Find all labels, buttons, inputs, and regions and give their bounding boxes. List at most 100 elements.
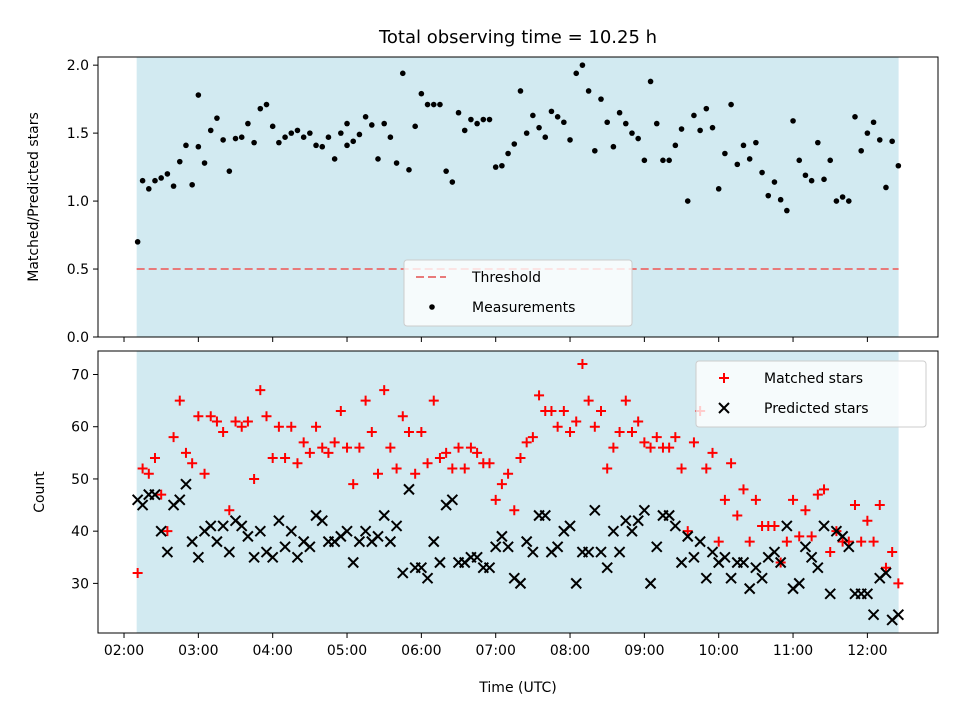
measurement-point bbox=[344, 120, 350, 127]
predicted-star-point bbox=[737, 556, 750, 569]
matched-star-point bbox=[465, 442, 476, 453]
legend-label: Threshold bbox=[471, 270, 541, 286]
predicted-star-point bbox=[812, 562, 824, 574]
measurement-point bbox=[815, 139, 821, 146]
measurement-point bbox=[827, 157, 834, 164]
matched-star-point bbox=[193, 411, 204, 422]
predicted-star-point bbox=[236, 520, 248, 532]
predicted-star-point bbox=[644, 577, 657, 590]
predicted-star-point bbox=[421, 572, 434, 584]
matched-star-point bbox=[360, 395, 371, 406]
measurement-point bbox=[833, 198, 840, 204]
measurement-point bbox=[307, 130, 313, 136]
matched-star-point bbox=[156, 489, 167, 500]
matched-star-point bbox=[348, 479, 359, 490]
predicted-star-point bbox=[774, 556, 787, 569]
measurement-point bbox=[561, 119, 567, 126]
predicted-star-point bbox=[378, 509, 390, 522]
matched-star-point bbox=[577, 359, 588, 370]
matched-star-point bbox=[732, 510, 743, 521]
matched-star-point bbox=[589, 421, 600, 432]
matched-star-point bbox=[639, 437, 650, 448]
predicted-star-point bbox=[564, 520, 576, 532]
predicted-star-point bbox=[675, 556, 688, 569]
measurement-point bbox=[647, 78, 654, 85]
matched-star-point bbox=[707, 447, 718, 458]
measurement-point bbox=[220, 137, 226, 143]
predicted-star-point bbox=[266, 551, 279, 563]
y-tick-label: 50 bbox=[71, 472, 89, 488]
legend-box bbox=[695, 360, 927, 428]
predicted-star-point bbox=[892, 609, 905, 621]
predicted-star-point bbox=[805, 551, 818, 563]
matched-star-point bbox=[626, 426, 637, 437]
matched-star-point bbox=[893, 578, 904, 589]
matched-star-point bbox=[527, 432, 538, 443]
predicted-star-point bbox=[669, 520, 682, 532]
predicted-star-point bbox=[489, 541, 502, 553]
measurement-point bbox=[641, 157, 648, 164]
measurement-point bbox=[616, 109, 623, 116]
matched-star-point bbox=[410, 468, 421, 479]
x-tick-label: 12:00 bbox=[847, 643, 887, 659]
count-panel: 30 40 50 60 70 02:00 03:00 04:00 05:00 06:00 07:00… bbox=[32, 350, 939, 659]
matched-star-point bbox=[143, 468, 154, 479]
predicted-star-point bbox=[155, 525, 167, 537]
predicted-star-point bbox=[700, 572, 713, 584]
predicted-star-point bbox=[706, 546, 719, 558]
measurement-point bbox=[381, 120, 387, 127]
matched-star-point bbox=[416, 426, 427, 437]
matched-star-point bbox=[719, 494, 730, 505]
measurement-point bbox=[517, 88, 524, 94]
matched-star-point bbox=[187, 458, 198, 469]
measurement-point bbox=[393, 160, 400, 166]
legend-label: Matched stars bbox=[764, 371, 863, 387]
measurement-point bbox=[232, 135, 239, 142]
predicted-star-point bbox=[291, 551, 304, 563]
measurement-point bbox=[461, 127, 468, 134]
matched-star-point bbox=[602, 463, 613, 474]
predicted-star-point bbox=[384, 535, 397, 548]
predicted-star-point bbox=[279, 541, 291, 553]
measurement-point bbox=[257, 105, 264, 112]
series-predicted-stars bbox=[131, 478, 905, 626]
predicted-star-point bbox=[285, 525, 297, 537]
measurement-point bbox=[530, 112, 536, 119]
matched-star-point bbox=[670, 432, 681, 443]
predicted-star-point bbox=[217, 520, 229, 532]
measurement-point bbox=[412, 123, 418, 130]
measurement-point bbox=[269, 123, 276, 130]
measurement-point bbox=[554, 114, 561, 120]
x-tick-label: 05:00 bbox=[327, 643, 367, 659]
measurement-point bbox=[703, 105, 710, 112]
predicted-star-point bbox=[316, 515, 328, 527]
predicted-star-point bbox=[397, 567, 409, 579]
measurement-point bbox=[164, 171, 171, 177]
legend-matched-swatch bbox=[719, 373, 729, 383]
measurement-point bbox=[276, 139, 282, 146]
measurement-point bbox=[443, 168, 449, 174]
measurement-point bbox=[536, 124, 542, 131]
matched-star-point bbox=[273, 421, 284, 432]
measurement-point bbox=[430, 101, 437, 108]
matched-star-point bbox=[558, 406, 569, 417]
predicted-star-point bbox=[867, 609, 880, 621]
predicted-star-point bbox=[756, 572, 768, 584]
predicted-star-point bbox=[520, 535, 533, 548]
x-tick-label: 09:00 bbox=[624, 643, 664, 659]
measurement-point bbox=[251, 139, 257, 146]
measurement-point bbox=[176, 158, 183, 165]
measurement-point bbox=[548, 108, 555, 115]
ratio-panel: 0.0 0.5 1.0 1.5 2.0 Matched/Predicted stars Th… bbox=[26, 56, 939, 346]
plot-frame bbox=[97, 56, 939, 338]
measurement-point bbox=[746, 156, 753, 162]
matched-star-point bbox=[218, 426, 229, 437]
measurement-point bbox=[722, 150, 728, 157]
matched-star-point bbox=[583, 395, 594, 406]
matched-star-point bbox=[856, 536, 867, 547]
measurement-point bbox=[629, 130, 635, 136]
matched-star-point bbox=[781, 536, 792, 547]
measurement-point bbox=[492, 164, 499, 170]
predicted-star-point bbox=[254, 525, 267, 537]
